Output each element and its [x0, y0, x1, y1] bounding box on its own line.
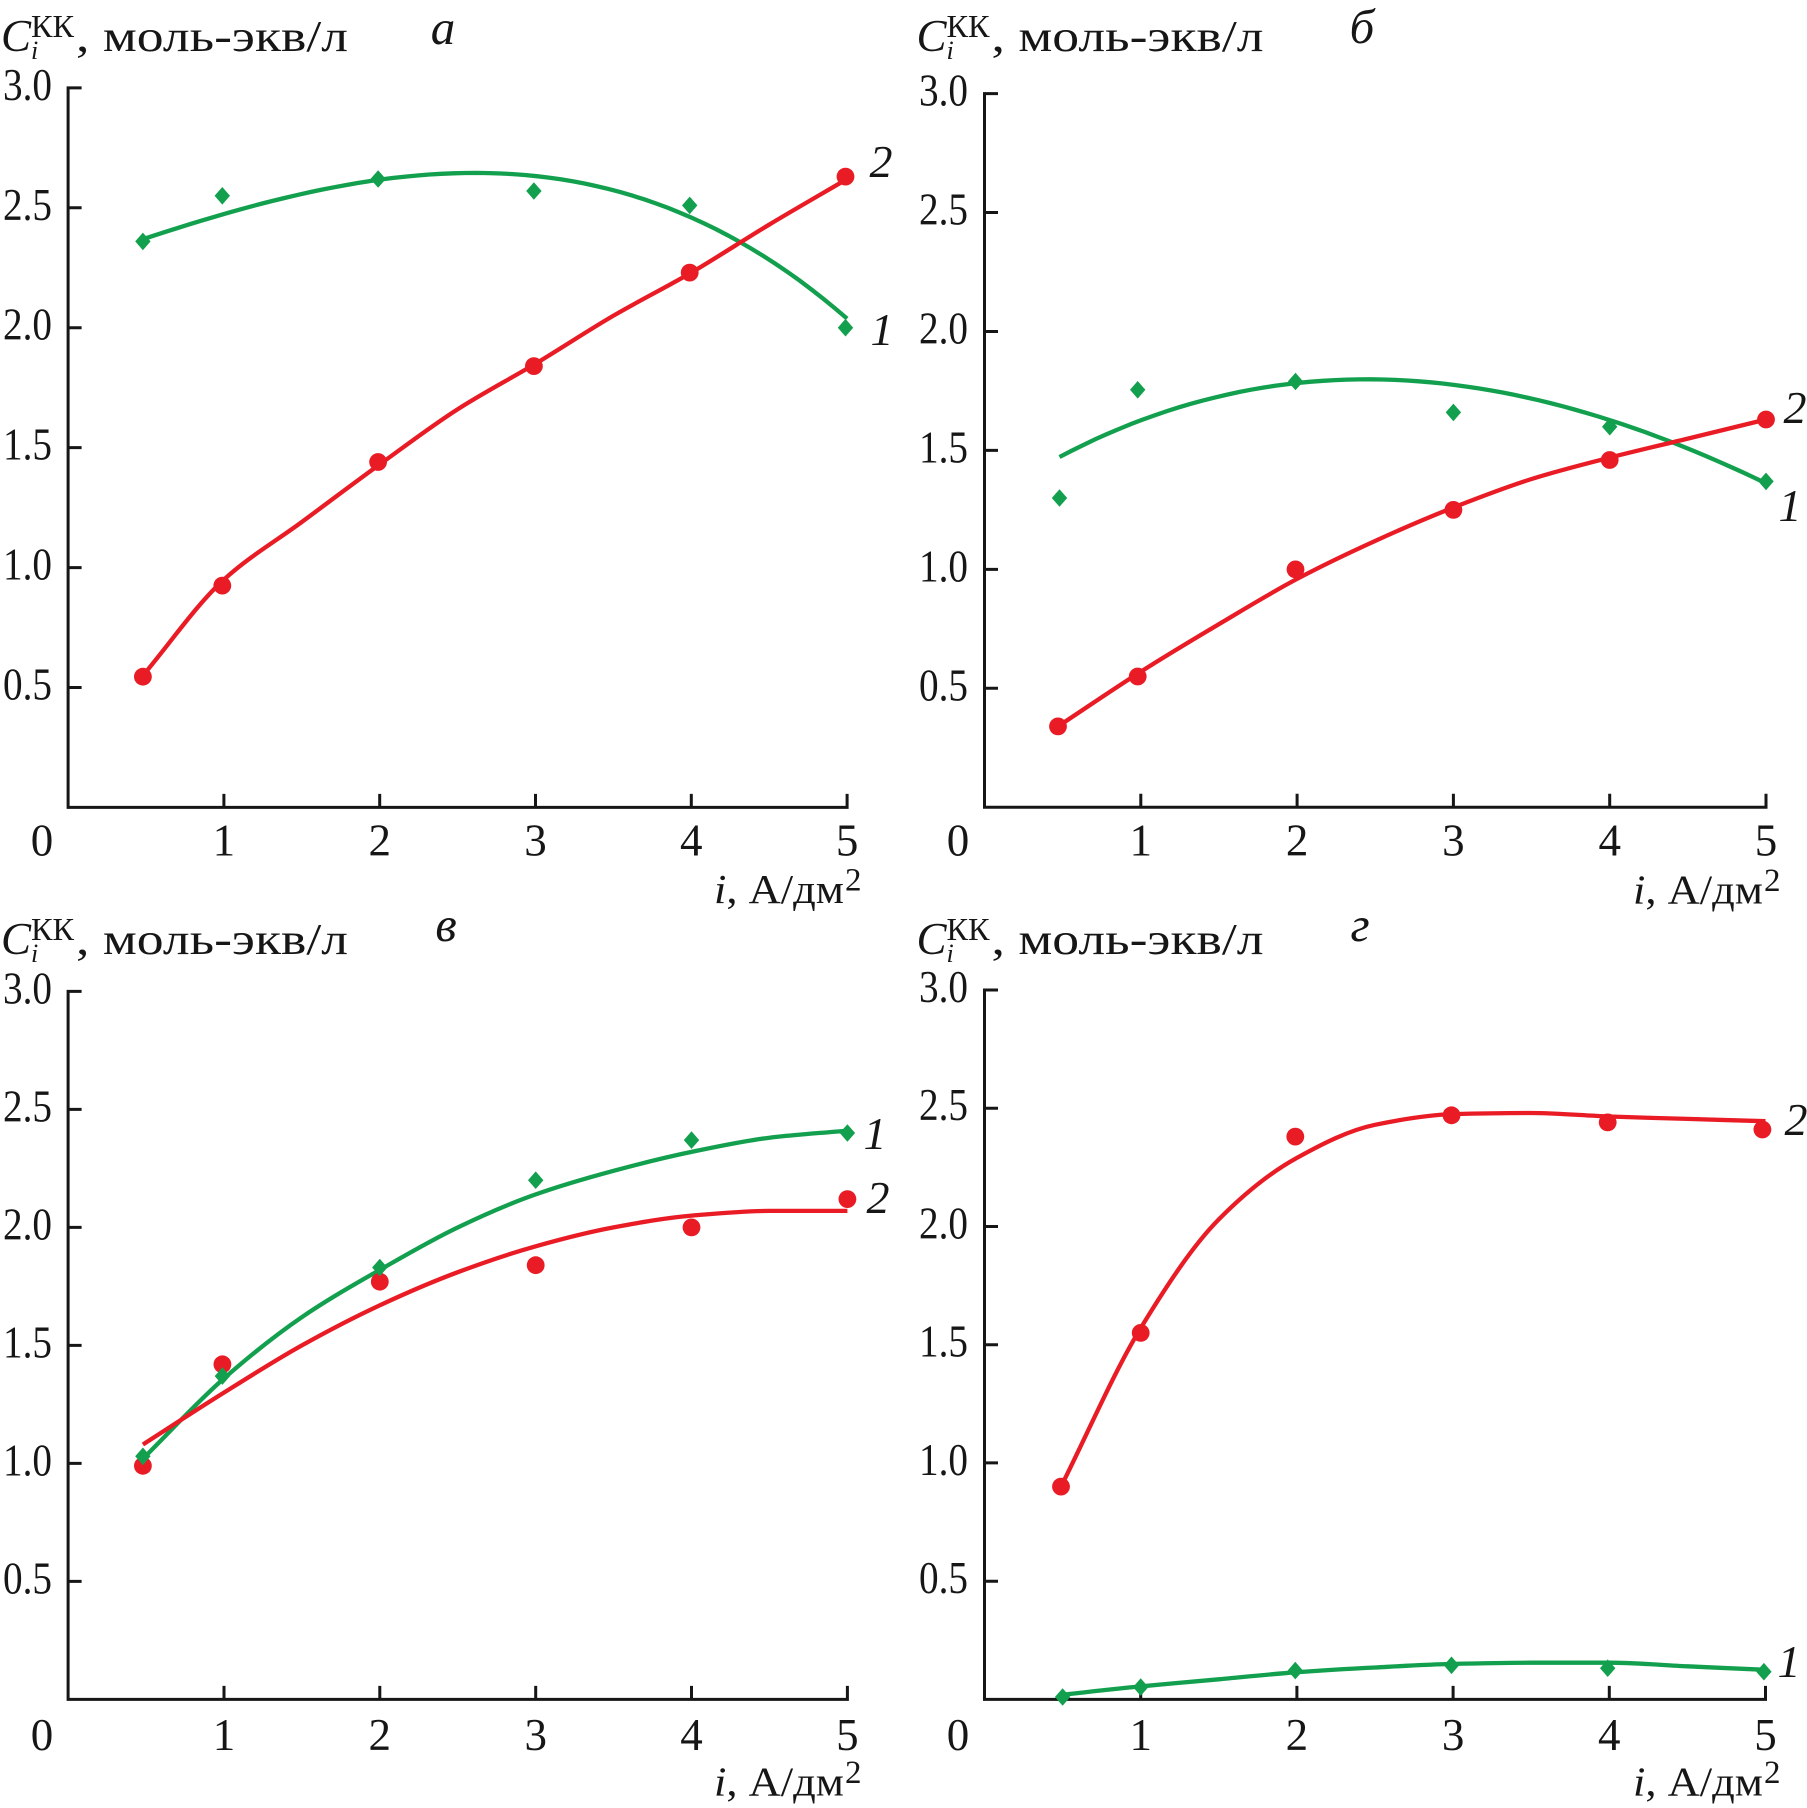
svg-text:0: 0: [947, 816, 970, 866]
svg-text:1.0: 1.0: [3, 540, 52, 590]
svg-text:КК: КК: [947, 8, 991, 44]
svg-text:0.5: 0.5: [3, 660, 52, 710]
svg-text:3.0: 3.0: [919, 66, 968, 116]
svg-text:а: а: [431, 0, 456, 55]
svg-text:2.0: 2.0: [3, 300, 52, 350]
svg-text:2: 2: [1764, 1755, 1781, 1791]
svg-text:2: 2: [368, 816, 391, 866]
svg-text:i, А/дм: i, А/дм: [714, 1759, 844, 1805]
svg-text:КК: КК: [947, 911, 991, 947]
svg-text:, моль-экв/л: , моль-экв/л: [992, 915, 1264, 964]
svg-text:2.5: 2.5: [3, 180, 52, 230]
svg-text:C: C: [1, 914, 32, 964]
svg-text:, моль-экв/л: , моль-экв/л: [992, 12, 1264, 61]
svg-text:0: 0: [31, 816, 54, 866]
svg-text:C: C: [1, 11, 32, 61]
svg-text:3.0: 3.0: [3, 60, 52, 110]
svg-text:3: 3: [1442, 1710, 1465, 1760]
svg-text:i: i: [947, 939, 954, 968]
svg-text:3.0: 3.0: [919, 962, 968, 1012]
svg-text:3.0: 3.0: [3, 963, 52, 1013]
svg-text:2.5: 2.5: [919, 185, 968, 235]
svg-text:5: 5: [1754, 1710, 1777, 1760]
svg-text:2.0: 2.0: [919, 1199, 968, 1249]
svg-text:0.5: 0.5: [919, 660, 968, 710]
svg-text:1.5: 1.5: [3, 1317, 52, 1367]
svg-text:i: i: [31, 36, 38, 65]
svg-text:1.5: 1.5: [919, 422, 968, 472]
svg-text:2: 2: [369, 1710, 392, 1760]
svg-text:2.0: 2.0: [919, 304, 968, 354]
svg-text:1: 1: [864, 1108, 887, 1159]
svg-text:КК: КК: [31, 911, 75, 947]
svg-text:1: 1: [871, 304, 894, 355]
svg-text:1.0: 1.0: [3, 1435, 52, 1485]
svg-text:4: 4: [1598, 816, 1621, 866]
svg-text:2: 2: [1286, 1710, 1309, 1760]
svg-text:3: 3: [524, 816, 547, 866]
svg-text:i, А/дм: i, А/дм: [1633, 1759, 1763, 1805]
svg-text:0: 0: [947, 1710, 970, 1760]
svg-text:2: 2: [1784, 382, 1807, 433]
svg-text:C: C: [917, 914, 948, 964]
svg-text:, моль-экв/л: , моль-экв/л: [76, 12, 348, 61]
svg-text:2.5: 2.5: [919, 1080, 968, 1130]
svg-text:5: 5: [836, 1710, 859, 1760]
svg-text:1: 1: [1778, 1636, 1801, 1687]
svg-text:, моль-экв/л: , моль-экв/л: [76, 915, 348, 964]
svg-text:1: 1: [1129, 1710, 1152, 1760]
svg-text:4: 4: [1598, 1710, 1621, 1760]
svg-text:i: i: [947, 36, 954, 65]
svg-text:0: 0: [31, 1710, 54, 1760]
svg-text:1.5: 1.5: [3, 420, 52, 470]
svg-text:КК: КК: [31, 8, 75, 44]
svg-text:2: 2: [1785, 1094, 1807, 1145]
svg-text:5: 5: [836, 816, 859, 866]
svg-text:в: в: [435, 897, 456, 952]
svg-text:2: 2: [1764, 863, 1781, 899]
svg-text:2.0: 2.0: [3, 1199, 52, 1249]
svg-text:2: 2: [870, 136, 893, 187]
svg-text:i, А/дм: i, А/дм: [1633, 867, 1763, 913]
svg-text:1: 1: [213, 816, 236, 866]
svg-text:1: 1: [1130, 816, 1153, 866]
svg-text:4: 4: [680, 816, 703, 866]
svg-text:2: 2: [867, 1172, 890, 1223]
svg-text:2.5: 2.5: [3, 1081, 52, 1131]
svg-text:1: 1: [213, 1710, 236, 1760]
svg-text:3: 3: [1442, 816, 1465, 866]
svg-text:3: 3: [524, 1710, 547, 1760]
svg-text:2: 2: [1286, 816, 1309, 866]
svg-text:1.5: 1.5: [919, 1317, 968, 1367]
svg-text:5: 5: [1755, 816, 1778, 866]
svg-text:C: C: [917, 11, 948, 61]
svg-text:2: 2: [845, 863, 862, 899]
svg-text:г: г: [1350, 897, 1369, 952]
svg-text:i: i: [31, 939, 38, 968]
svg-text:0.5: 0.5: [919, 1553, 968, 1603]
svg-text:б: б: [1350, 0, 1376, 54]
svg-text:4: 4: [680, 1710, 703, 1760]
svg-text:0.5: 0.5: [3, 1553, 52, 1603]
svg-text:1: 1: [1779, 480, 1802, 531]
svg-text:1.0: 1.0: [919, 541, 968, 591]
svg-text:2: 2: [845, 1755, 862, 1791]
svg-text:1.0: 1.0: [919, 1435, 968, 1485]
svg-text:i, А/дм: i, А/дм: [714, 866, 844, 912]
